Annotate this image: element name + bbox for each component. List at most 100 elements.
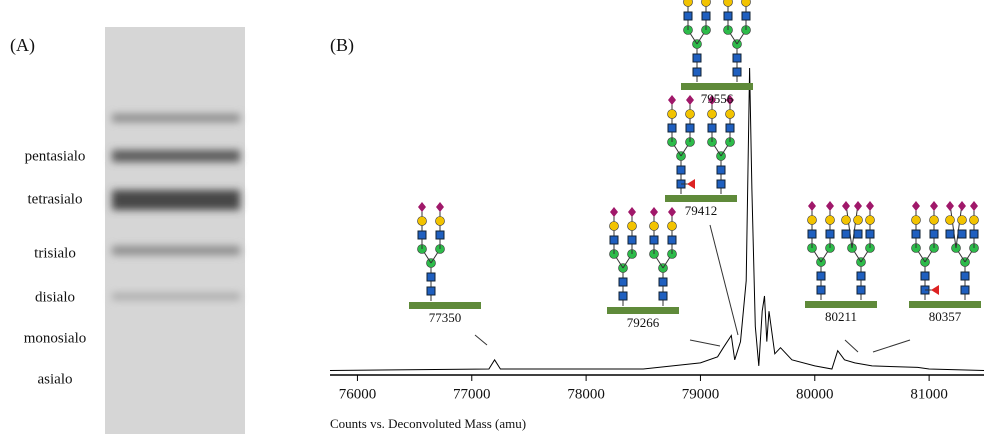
glcnac <box>426 286 436 296</box>
glcnac <box>716 165 726 175</box>
hexose <box>853 215 863 225</box>
glcnac <box>692 67 702 77</box>
glcnac <box>723 11 733 21</box>
hexose <box>865 215 875 225</box>
glcnac <box>841 229 851 239</box>
glcnac <box>920 271 930 281</box>
glcnac <box>627 235 637 245</box>
annotation: 80211 <box>825 309 857 324</box>
sialic-acid <box>668 207 676 217</box>
hexose <box>417 216 427 226</box>
glcnac <box>667 235 677 245</box>
hexose <box>701 0 711 7</box>
glcnac <box>969 229 979 239</box>
glcnac <box>929 229 939 239</box>
x-tick-label: 76000 <box>339 386 377 402</box>
glcnac <box>685 123 695 133</box>
annotation: 79556 <box>701 91 734 106</box>
annotation: 77350 <box>429 310 462 325</box>
glcnac <box>716 179 726 189</box>
glcnac <box>649 235 659 245</box>
glcnac <box>609 235 619 245</box>
band-label: trisialo <box>34 245 76 261</box>
hexose <box>825 215 835 225</box>
hexose <box>969 215 979 225</box>
hexose <box>929 215 939 225</box>
glycan-base <box>681 83 753 90</box>
glcnac <box>856 285 866 295</box>
bond <box>709 224 739 336</box>
glcnac <box>732 67 742 77</box>
sialic-acid <box>826 201 834 211</box>
hexose <box>807 215 817 225</box>
glycan-base <box>409 302 481 309</box>
glycan-base <box>665 195 737 202</box>
bond <box>689 339 721 347</box>
hexose <box>609 221 619 231</box>
glcnac <box>725 123 735 133</box>
glcnac <box>911 229 921 239</box>
fucose <box>687 179 695 189</box>
hexose <box>685 109 695 119</box>
glycan-base <box>607 307 679 314</box>
glcnac <box>667 123 677 133</box>
panel-label: (B) <box>330 35 354 56</box>
glycan-base <box>805 301 877 308</box>
hexose <box>667 221 677 231</box>
hexose <box>911 215 921 225</box>
annotation: 79412 <box>685 203 718 218</box>
sialic-acid <box>842 201 850 211</box>
annotation: 79266 <box>627 315 660 330</box>
glcnac <box>960 271 970 281</box>
glcnac <box>807 229 817 239</box>
band-label: tetrasialo <box>28 191 83 207</box>
glcnac <box>957 229 967 239</box>
glcnac <box>618 291 628 301</box>
sialic-acid <box>854 201 862 211</box>
sialic-acid <box>912 201 920 211</box>
band-label: pentasialo <box>25 148 86 164</box>
glcnac <box>707 123 717 133</box>
sialic-acid <box>708 95 716 105</box>
glcnac <box>960 285 970 295</box>
bond <box>955 203 963 249</box>
glcnac <box>865 229 875 239</box>
glcnac <box>683 11 693 21</box>
sialic-acid <box>970 201 978 211</box>
x-tick-label: 79000 <box>682 386 720 402</box>
sialic-acid <box>946 201 954 211</box>
hexose <box>725 109 735 119</box>
spectrum <box>329 67 984 371</box>
glcnac <box>701 11 711 21</box>
sialic-acid <box>650 207 658 217</box>
glcnac <box>676 165 686 175</box>
hexose <box>723 0 733 7</box>
sialic-acid <box>958 201 966 211</box>
glcnac <box>658 277 668 287</box>
glycan-base <box>909 301 981 308</box>
x-tick-label: 80000 <box>796 386 834 402</box>
bond <box>872 339 911 353</box>
hexose <box>957 215 967 225</box>
glcnac <box>732 53 742 63</box>
sialic-acid <box>686 95 694 105</box>
hexose <box>841 215 851 225</box>
sialic-acid <box>418 202 426 212</box>
sialic-acid <box>930 201 938 211</box>
band-label: asialo <box>38 371 73 387</box>
hexose <box>649 221 659 231</box>
glcnac <box>741 11 751 21</box>
gel <box>105 27 245 434</box>
glcnac <box>853 229 863 239</box>
annotation: 80357 <box>929 309 962 324</box>
x-tick-label: 78000 <box>567 386 605 402</box>
panel-label: (A) <box>10 35 35 56</box>
sialic-acid <box>808 201 816 211</box>
glcnac <box>417 230 427 240</box>
hexose <box>945 215 955 225</box>
glcnac <box>816 285 826 295</box>
bond <box>949 203 957 249</box>
hexose <box>667 109 677 119</box>
sialic-acid <box>668 95 676 105</box>
